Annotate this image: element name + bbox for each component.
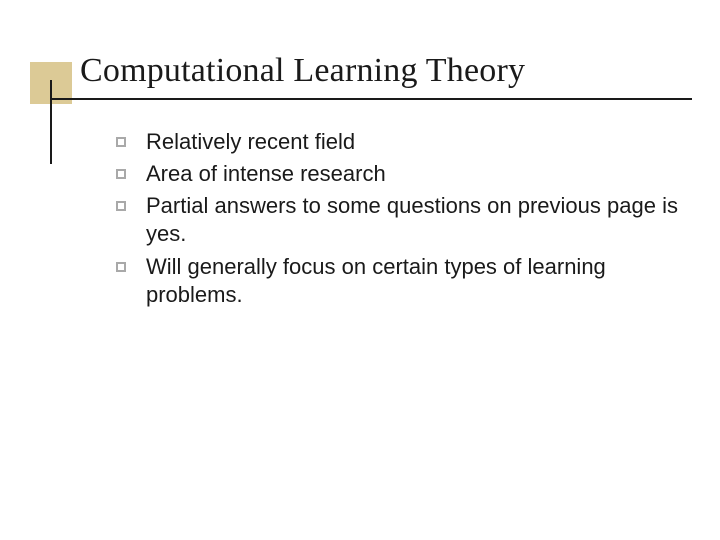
- bullet-item: Relatively recent field: [116, 128, 692, 156]
- title-underline: [52, 98, 692, 100]
- bullet-text: Area of intense research: [146, 160, 386, 188]
- bullet-text: Partial answers to some questions on pre…: [146, 192, 692, 248]
- slide-title: Computational Learning Theory: [80, 52, 720, 90]
- square-bullet-icon: [116, 169, 126, 179]
- bullet-item: Area of intense research: [116, 160, 692, 188]
- slide-body: Relatively recent field Area of intense …: [116, 128, 692, 309]
- slide-container: Computational Learning Theory Relatively…: [0, 0, 720, 540]
- bullet-text: Relatively recent field: [146, 128, 355, 156]
- square-bullet-icon: [116, 201, 126, 211]
- square-bullet-icon: [116, 137, 126, 147]
- vertical-rule: [50, 80, 52, 164]
- bullet-item: Partial answers to some questions on pre…: [116, 192, 692, 248]
- square-bullet-icon: [116, 262, 126, 272]
- bullet-item: Will generally focus on certain types of…: [116, 253, 692, 309]
- bullet-text: Will generally focus on certain types of…: [146, 253, 692, 309]
